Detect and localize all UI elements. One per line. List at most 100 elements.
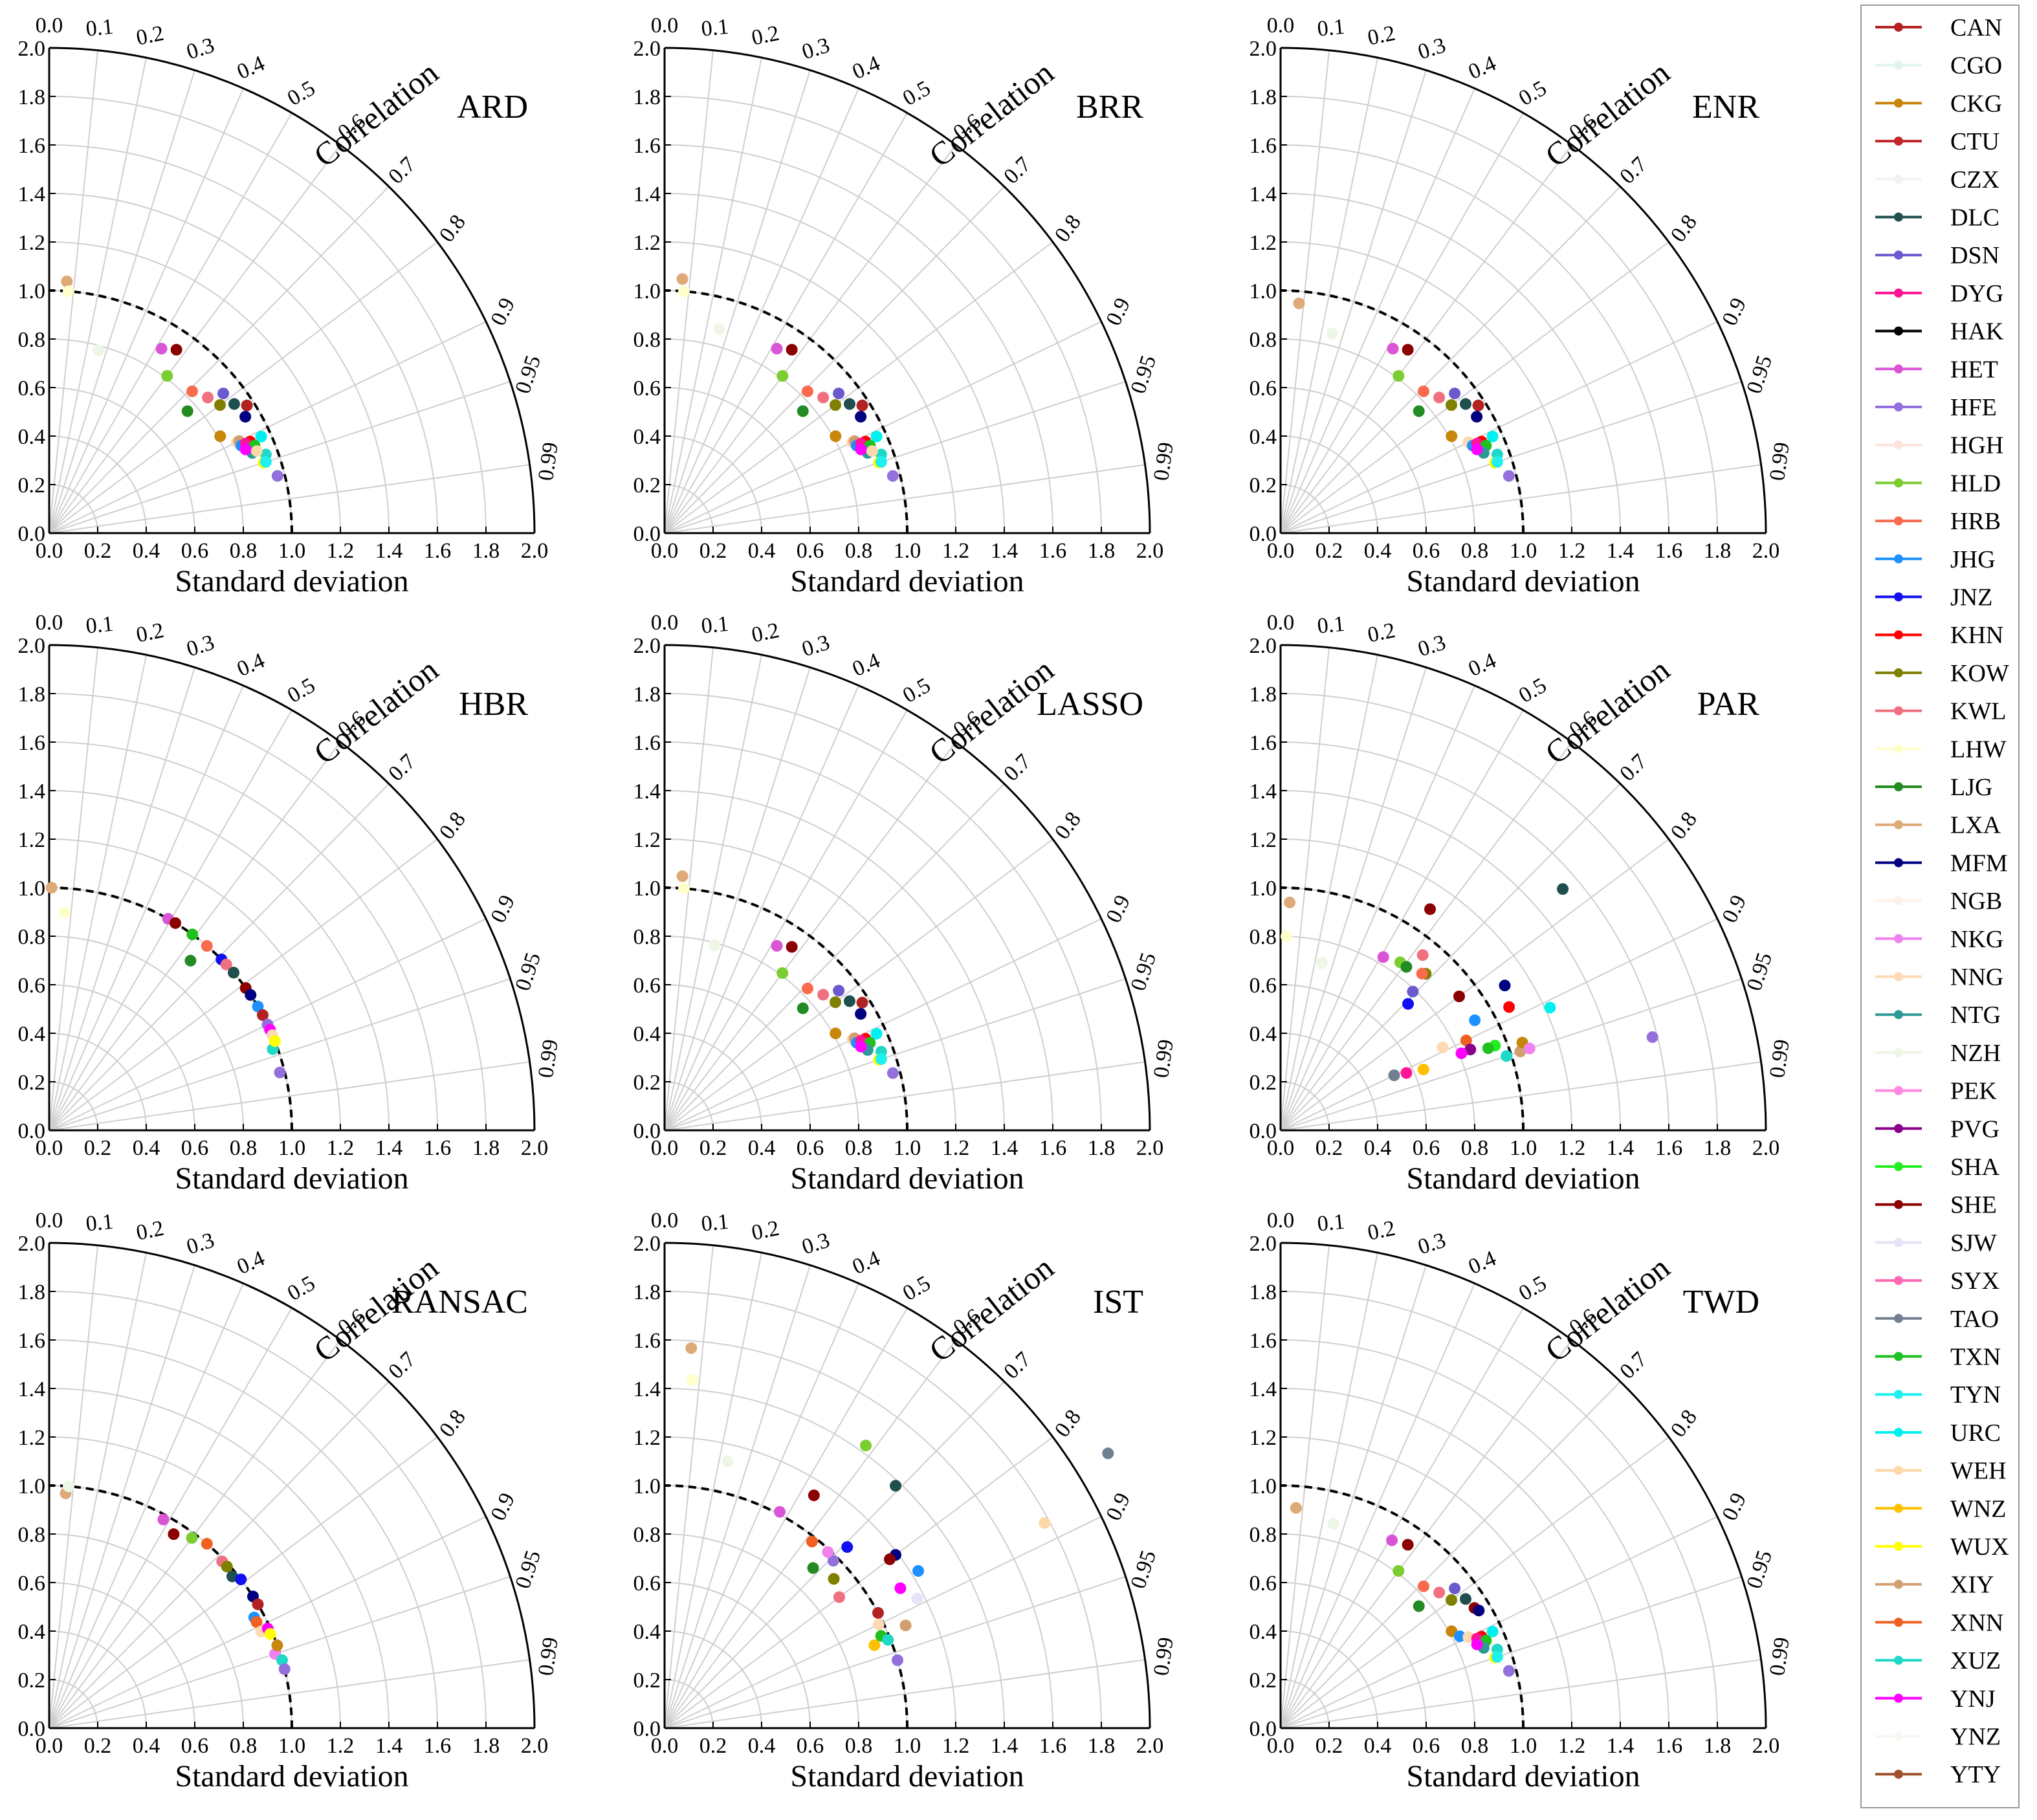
- data-point-urc: [1544, 1002, 1556, 1014]
- corr-tick-label: 0.0: [1267, 14, 1295, 38]
- x-tick-label: 1.0: [894, 1734, 921, 1758]
- corr-tick-label: 0.9: [1101, 294, 1135, 329]
- x-tick-label: 0.0: [1267, 1136, 1295, 1160]
- data-point-nng: [872, 1618, 885, 1630]
- reference-arc: [664, 1484, 908, 1729]
- outer-arc: [664, 47, 1151, 534]
- x-tick-label: 1.4: [1607, 539, 1635, 563]
- panel-title: RANSAC: [391, 1284, 528, 1321]
- data-point-urc: [1486, 1625, 1499, 1638]
- corr-tick-label: 0.3: [184, 1228, 217, 1259]
- corr-tick-label: 0.4: [849, 51, 884, 84]
- data-point-dsn: [833, 388, 845, 400]
- x-tick-label: 0.0: [651, 1136, 679, 1160]
- data-point-dsn: [1449, 388, 1461, 400]
- corr-tick-label: 0.4: [849, 1246, 884, 1279]
- corr-tick-label: 0.2: [1365, 619, 1397, 648]
- corr-axis-label: Correlation: [307, 54, 445, 174]
- legend-item-nng: NNG: [1875, 964, 2003, 991]
- data-point-ljg: [184, 954, 197, 967]
- x-axis-label: Standard deviation: [1406, 1161, 1640, 1196]
- legend-item-hrb: HRB: [1875, 508, 2001, 535]
- y-tick-label: 0.8: [1250, 1523, 1277, 1547]
- data-point-ynj: [855, 1040, 867, 1053]
- legend-marker: [1894, 60, 1903, 70]
- x-axis-label: Standard deviation: [790, 1759, 1024, 1793]
- x-tick-label: 1.0: [278, 539, 306, 563]
- grid-radial: [1280, 1575, 1742, 1729]
- legend-label: DLC: [1950, 204, 1999, 232]
- corr-tick-label: 0.7: [1615, 1348, 1651, 1384]
- grid-radial: [49, 1061, 530, 1131]
- data-point-tyn: [875, 1053, 887, 1065]
- data-point-dlc: [1459, 1593, 1471, 1605]
- grid-arc: [1280, 96, 1718, 534]
- corr-tick-label: 0.5: [899, 1271, 934, 1306]
- x-tick-label: 0.4: [748, 1734, 776, 1758]
- data-point-ckg: [214, 430, 226, 443]
- corr-tick-label: 0.1: [1316, 1210, 1346, 1236]
- data-point-het: [774, 1506, 786, 1518]
- data-point-hfe: [274, 1066, 286, 1079]
- reference-arc: [664, 289, 908, 534]
- x-tick-label: 1.8: [1704, 1136, 1732, 1160]
- corr-tick-label: 0.0: [1267, 1209, 1295, 1233]
- legend-label: XNN: [1950, 1609, 2003, 1636]
- x-tick-label: 0.0: [36, 1734, 63, 1758]
- data-point-urc: [870, 430, 883, 443]
- x-tick-label: 1.8: [1088, 1136, 1116, 1160]
- grid-radial: [49, 1283, 244, 1729]
- legend-item-sjw: SJW: [1875, 1229, 1997, 1256]
- legend-marker: [1894, 326, 1903, 336]
- data-point-lxa: [1290, 1502, 1302, 1514]
- data-point-kwl: [1433, 1586, 1446, 1599]
- grid-radial: [1280, 709, 1524, 1131]
- outer-arc: [1280, 1242, 1767, 1729]
- grid-radial: [1280, 1252, 1378, 1729]
- legend-label: SHA: [1950, 1154, 2000, 1181]
- corr-tick-label: 0.9: [486, 294, 520, 329]
- data-point-ljg: [181, 405, 193, 417]
- y-tick-label: 0.6: [18, 974, 46, 998]
- data-point-het: [1387, 342, 1399, 355]
- y-tick-label: 0.4: [18, 1022, 46, 1046]
- data-point-wnz: [868, 1639, 881, 1651]
- legend-item-hak: HAK: [1875, 318, 2004, 345]
- legend-item-wux: WUX: [1875, 1533, 2009, 1561]
- grid-arc: [49, 144, 438, 534]
- legend-item-dlc: DLC: [1875, 204, 1999, 232]
- legend-item-kow: KOW: [1875, 660, 2009, 687]
- grid-arc: [664, 435, 762, 534]
- x-tick-label: 1.8: [1704, 1734, 1732, 1758]
- x-tick-label: 0.6: [181, 1734, 209, 1758]
- legend-marker: [1894, 1504, 1903, 1513]
- x-tick-label: 1.2: [942, 539, 970, 563]
- grid-radial: [49, 112, 292, 534]
- y-tick-label: 1.0: [18, 280, 46, 303]
- data-point-kwl: [817, 989, 830, 1001]
- data-point-jnz: [1402, 998, 1415, 1010]
- legend-marker: [1894, 402, 1903, 411]
- taylor-panel-lasso: 0.00.00.20.20.40.40.60.60.80.81.01.01.21…: [633, 611, 1179, 1196]
- grid-radial: [1280, 112, 1524, 534]
- data-point-weh: [1039, 1517, 1051, 1529]
- y-tick-label: 1.0: [18, 877, 46, 901]
- y-tick-label: 2.0: [633, 634, 661, 658]
- x-tick-label: 2.0: [1752, 1734, 1780, 1758]
- grid-radial: [664, 1283, 859, 1729]
- x-tick-label: 1.4: [375, 539, 403, 563]
- y-tick-label: 1.0: [1250, 877, 1277, 901]
- legend-marker: [1894, 364, 1903, 374]
- grid-arc: [49, 693, 487, 1131]
- legend-marker: [1894, 706, 1903, 716]
- data-point-hld: [776, 967, 789, 979]
- corr-tick-label: 0.9: [1101, 892, 1135, 926]
- panel-title: IST: [1093, 1284, 1143, 1321]
- corr-tick-label: 0.8: [435, 807, 470, 844]
- corr-tick-label: 0.8: [1666, 807, 1702, 844]
- corr-tick-label: 0.2: [1365, 21, 1397, 50]
- x-tick-label: 0.2: [699, 1734, 727, 1758]
- legend-label: NGB: [1950, 888, 2002, 915]
- y-tick-label: 0.0: [1250, 522, 1277, 546]
- grid-radial: [664, 1659, 1145, 1729]
